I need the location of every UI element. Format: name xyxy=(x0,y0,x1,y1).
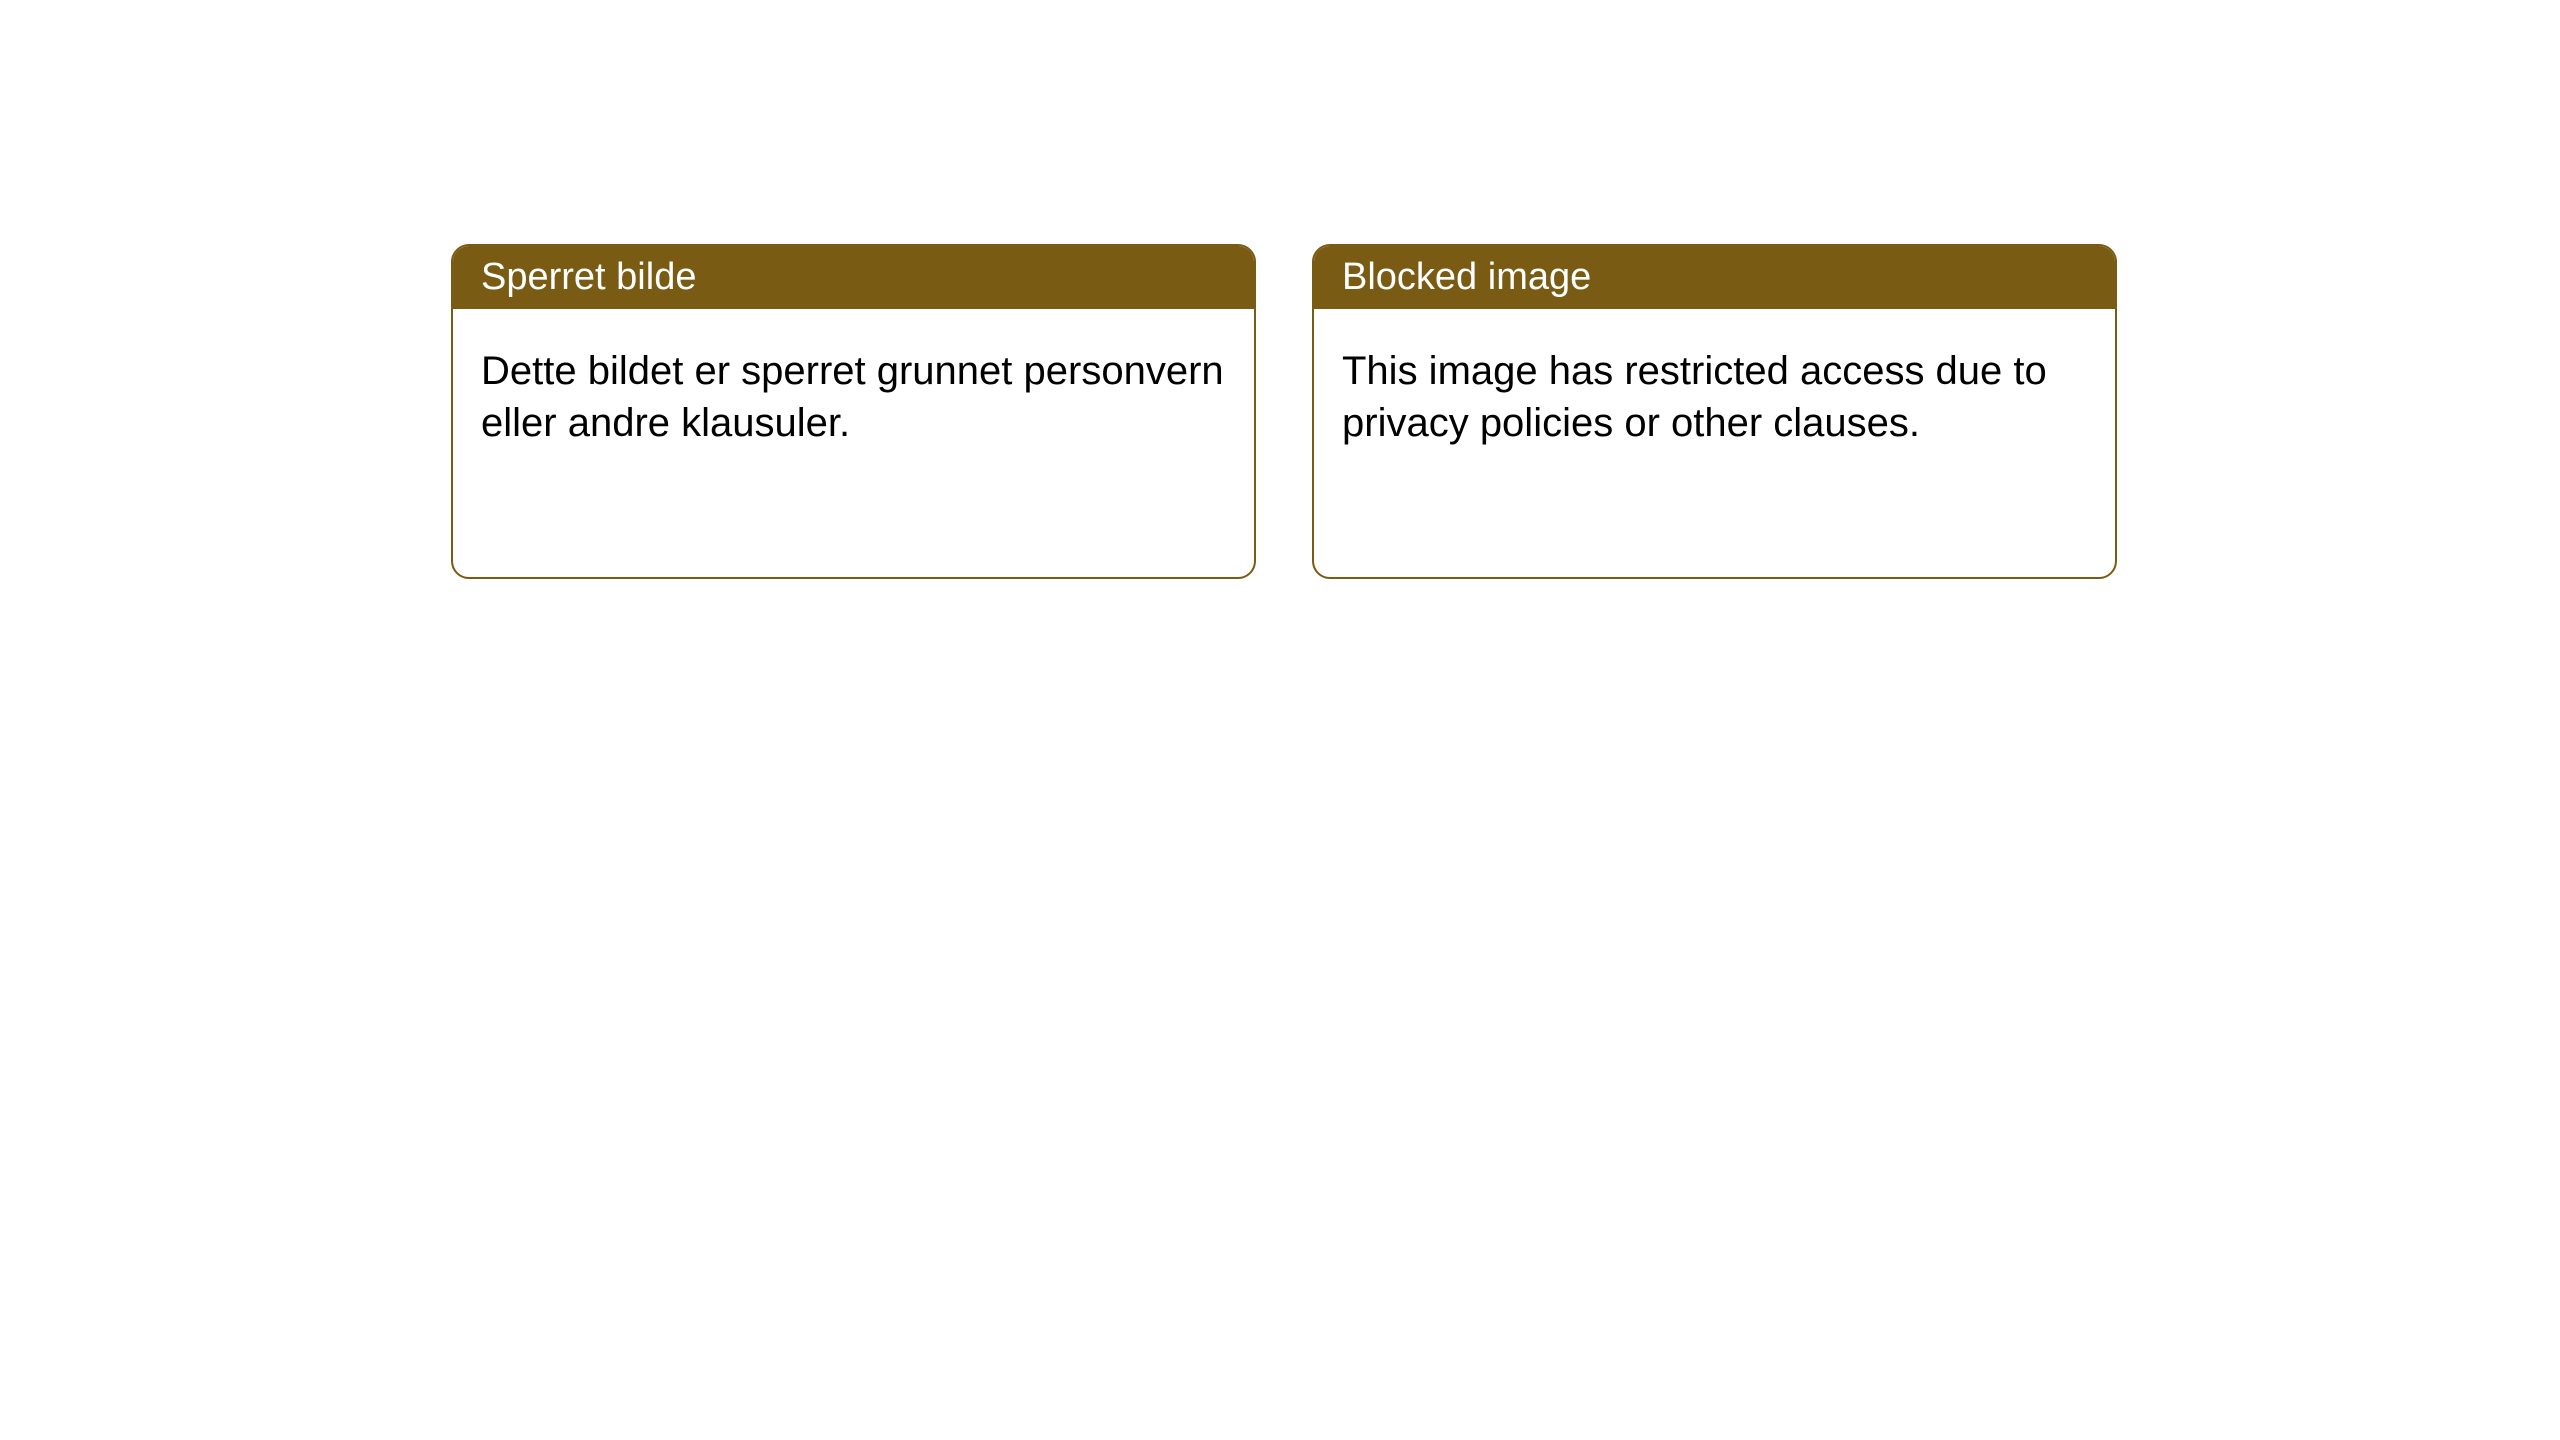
card-title: Blocked image xyxy=(1342,256,1591,298)
notice-card-norwegian: Sperret bilde Dette bildet er sperret gr… xyxy=(451,244,1256,579)
notice-card-english: Blocked image This image has restricted … xyxy=(1312,244,2117,579)
card-body-text: Dette bildet er sperret grunnet personve… xyxy=(481,349,1224,445)
card-header: Sperret bilde xyxy=(453,246,1254,309)
notice-cards-container: Sperret bilde Dette bildet er sperret gr… xyxy=(451,244,2117,579)
card-header: Blocked image xyxy=(1314,246,2115,309)
card-title: Sperret bilde xyxy=(481,256,696,298)
card-body-text: This image has restricted access due to … xyxy=(1342,349,2047,445)
card-body: Dette bildet er sperret grunnet personve… xyxy=(453,309,1254,485)
card-body: This image has restricted access due to … xyxy=(1314,309,2115,485)
